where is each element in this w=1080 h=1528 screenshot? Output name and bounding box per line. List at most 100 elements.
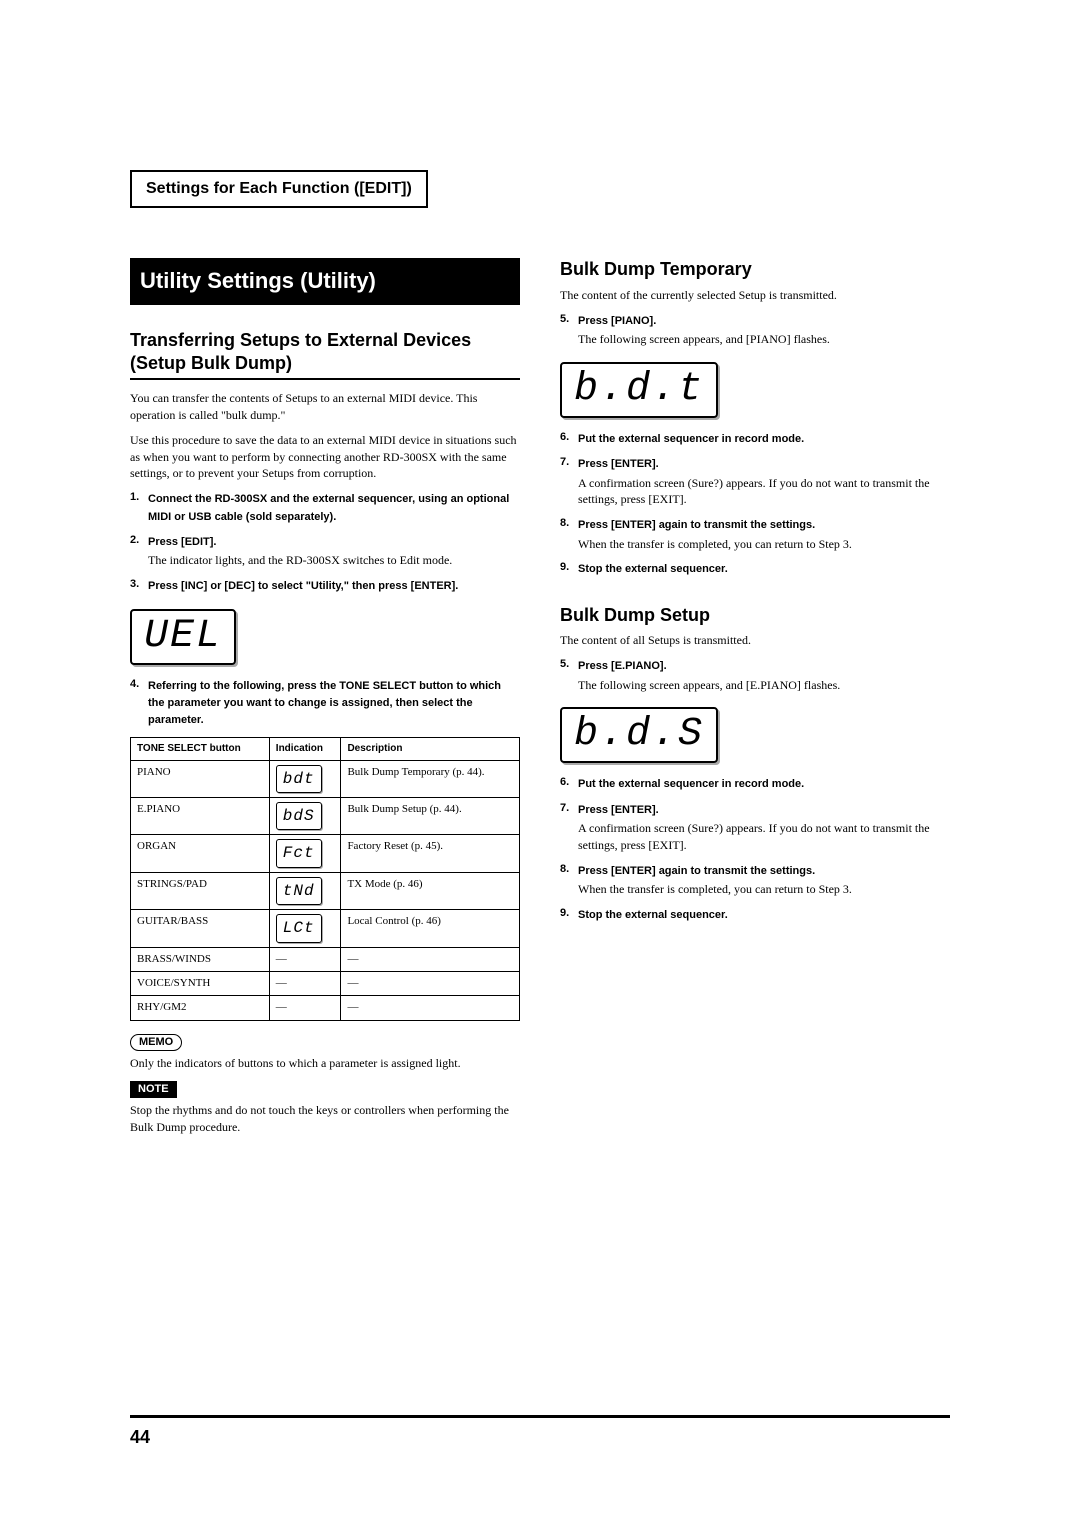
bds-step5: 5. Press [E.PIANO]. The following screen… [560, 657, 950, 693]
steps-list-left: 1. Connect the RD-300SX and the external… [130, 490, 520, 594]
footer-rule [130, 1415, 950, 1418]
left-column: Utility Settings (Utility) Transferring … [130, 258, 520, 1144]
step-body: The following screen appears, and [PIANO… [578, 331, 950, 348]
memo-text: Only the indicators of buttons to which … [130, 1055, 520, 1072]
table-row: RHY/GM2—— [131, 996, 520, 1020]
step-num: 8. [560, 862, 569, 877]
step-bold: Stop the external sequencer. [578, 909, 728, 921]
cell-indication: bdS [269, 798, 341, 835]
lcd-display-bdt: b.d.t [560, 362, 718, 418]
step-item: 8.Press [ENTER] again to transmit the se… [578, 862, 950, 898]
step-bold: Press [PIANO]. [578, 315, 656, 327]
step-num: 4. [130, 677, 139, 692]
cell-indication: — [269, 972, 341, 996]
table-row: E.PIANObdSBulk Dump Setup (p. 44). [131, 798, 520, 835]
step-bold: Press [E.PIANO]. [578, 660, 667, 672]
step-4: 4. Referring to the following, press the… [148, 677, 520, 729]
cell-tone: ORGAN [131, 835, 270, 872]
cell-indication: bdt [269, 760, 341, 797]
cell-tone: STRINGS/PAD [131, 872, 270, 909]
page-number: 44 [130, 1425, 150, 1450]
step-num: 7. [560, 455, 569, 470]
step-body: When the transfer is completed, you can … [578, 881, 950, 898]
cell-indication: tNd [269, 872, 341, 909]
step-bold: Press [ENTER] again to transmit the sett… [578, 865, 815, 877]
bds-intro: The content of all Setups is transmitted… [560, 632, 950, 649]
step-body: A confirmation screen (Sure?) appears. I… [578, 820, 950, 854]
cell-tone: GUITAR/BASS [131, 910, 270, 947]
cell-tone: RHY/GM2 [131, 996, 270, 1020]
lcd-small-icon: LCt [276, 914, 322, 942]
cell-desc: Factory Reset (p. 45). [341, 835, 520, 872]
cell-tone: BRASS/WINDS [131, 947, 270, 971]
cell-desc: — [341, 996, 520, 1020]
step-body: The indicator lights, and the RD-300SX s… [148, 552, 520, 569]
table-row: BRASS/WINDS—— [131, 947, 520, 971]
lcd-text: UEL [144, 614, 222, 659]
step-item: 7.Press [ENTER].A confirmation screen (S… [578, 455, 950, 508]
step-num: 6. [560, 430, 569, 445]
step-5: 5. Press [E.PIANO]. The following screen… [578, 657, 950, 693]
cell-indication: LCt [269, 910, 341, 947]
step-num: 2. [130, 533, 139, 548]
step-item: 7.Press [ENTER].A confirmation screen (S… [578, 801, 950, 854]
header-title: Settings for Each Function ([EDIT]) [146, 178, 412, 200]
bds-steps: 6. Put the external sequencer in record m… [560, 775, 950, 923]
step-1: 1. Connect the RD-300SX and the external… [148, 490, 520, 525]
step-item: 9.Stop the external sequencer. [578, 906, 950, 923]
step-bold: Press [ENTER]. [578, 804, 659, 816]
step-item: 8.Press [ENTER] again to transmit the se… [578, 516, 950, 552]
cell-desc: Local Control (p. 46) [341, 910, 520, 947]
step-num: 9. [560, 906, 569, 921]
note-badge: NOTE [130, 1081, 177, 1098]
step-body: A confirmation screen (Sure?) appears. I… [578, 475, 950, 509]
table-row: STRINGS/PADtNd TX Mode (p. 46) [131, 872, 520, 909]
subheading-bdt: Bulk Dump Temporary [560, 258, 950, 281]
step-body: The following screen appears, and [E.PIA… [578, 677, 950, 694]
step-bold: Put the external sequencer in record mod… [578, 778, 804, 790]
lcd-small-icon: bdt [276, 765, 322, 793]
cell-desc: Bulk Dump Temporary (p. 44). [341, 760, 520, 797]
cell-indication: Fct [269, 835, 341, 872]
param-table: TONE SELECT button Indication Descriptio… [130, 737, 520, 1021]
step-bold: Stop the external sequencer. [578, 563, 728, 575]
step-item: 9.Stop the external sequencer. [578, 560, 950, 577]
step-num: 9. [560, 560, 569, 575]
lcd-display-bds: b.d.S [560, 707, 718, 763]
lcd-small-icon: bdS [276, 802, 322, 830]
cell-indication: — [269, 947, 341, 971]
bdt-steps: 6.Put the external sequencer in record m… [560, 430, 950, 578]
step-num: 8. [560, 516, 569, 531]
cell-desc: — [341, 972, 520, 996]
step-bold: Press [EDIT]. [148, 536, 216, 548]
step-num: 1. [130, 490, 139, 505]
step-item: 6.Put the external sequencer in record m… [578, 775, 950, 792]
lcd-small-icon: tNd [276, 877, 322, 905]
table-row: GUITAR/BASSLCt Local Control (p. 46) [131, 910, 520, 947]
cell-indication: — [269, 996, 341, 1020]
subheading: Transferring Setups to External Devices … [130, 329, 520, 380]
step-num: 5. [560, 312, 569, 327]
content-columns: Utility Settings (Utility) Transferring … [130, 258, 950, 1144]
header-box: Settings for Each Function ([EDIT]) [130, 170, 428, 208]
th-tone: TONE SELECT button [131, 737, 270, 760]
table-row: PIANObdt Bulk Dump Temporary (p. 44). [131, 760, 520, 797]
step-bold: Referring to the following, press the TO… [148, 680, 501, 727]
right-column: Bulk Dump Temporary The content of the c… [560, 258, 950, 1144]
step-bold: Connect the RD-300SX and the external se… [148, 493, 509, 522]
note-text: Stop the rhythms and do not touch the ke… [130, 1102, 520, 1136]
subheading-bds: Bulk Dump Setup [560, 604, 950, 627]
step-bold: Press [INC] or [DEC] to select "Utility,… [148, 580, 458, 592]
cell-desc: TX Mode (p. 46) [341, 872, 520, 909]
cell-tone: PIANO [131, 760, 270, 797]
step-item: 6.Put the external sequencer in record m… [578, 430, 950, 447]
table-row: VOICE/SYNTH—— [131, 972, 520, 996]
step-num: 5. [560, 657, 569, 672]
intro-2: Use this procedure to save the data to a… [130, 432, 520, 482]
cell-tone: E.PIANO [131, 798, 270, 835]
intro-1: You can transfer the contents of Setups … [130, 390, 520, 424]
step-3: 3. Press [INC] or [DEC] to select "Utili… [148, 577, 520, 594]
cell-tone: VOICE/SYNTH [131, 972, 270, 996]
step-num: 6. [560, 775, 569, 790]
step-bold: Press [ENTER]. [578, 458, 659, 470]
